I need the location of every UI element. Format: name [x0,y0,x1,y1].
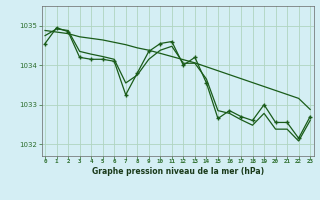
X-axis label: Graphe pression niveau de la mer (hPa): Graphe pression niveau de la mer (hPa) [92,167,264,176]
